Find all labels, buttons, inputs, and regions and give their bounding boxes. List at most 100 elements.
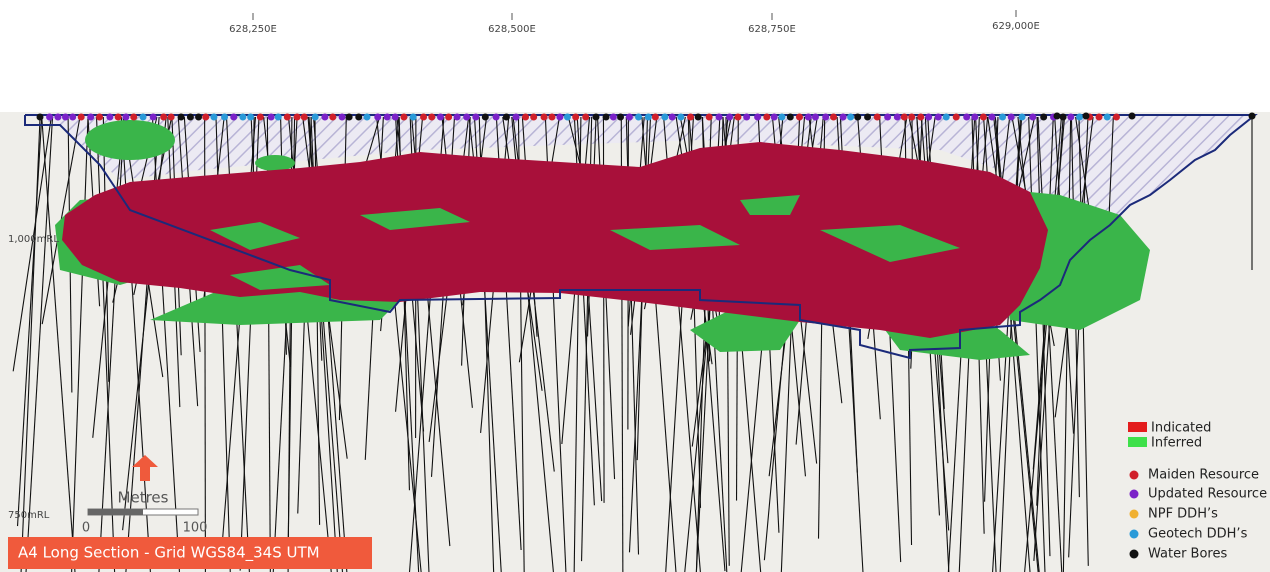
collar: [1095, 113, 1103, 121]
collar: [572, 113, 580, 121]
collar: [847, 113, 855, 121]
caption: A4 Long Section - Grid WGS84_34S UTM: [18, 544, 320, 563]
inferred-inlays: [210, 195, 960, 290]
collar: [556, 113, 564, 121]
collar: [1053, 112, 1061, 120]
collar: [247, 113, 255, 121]
collar: [428, 113, 436, 121]
collar: [804, 113, 812, 121]
scale-bar-fill: [88, 509, 143, 515]
collar: [114, 113, 122, 121]
collar: [884, 113, 892, 121]
collar: [795, 113, 803, 121]
collar: [87, 113, 95, 121]
collar: [1076, 113, 1084, 121]
collar: [942, 113, 950, 121]
legend-label: Indicated: [1151, 421, 1211, 436]
collar: [677, 113, 685, 121]
collar: [715, 113, 723, 121]
collar: [694, 113, 702, 121]
collar: [453, 113, 461, 121]
collar: [54, 113, 62, 121]
collar: [582, 113, 590, 121]
collar: [230, 113, 238, 121]
collar: [512, 113, 520, 121]
collar: [726, 113, 734, 121]
collar: [374, 113, 382, 121]
collar: [661, 113, 669, 121]
collar: [122, 113, 130, 121]
collar: [609, 113, 617, 121]
collar: [778, 113, 786, 121]
collar: [311, 113, 319, 121]
collar: [893, 113, 901, 121]
collar: [770, 113, 778, 121]
collar: [436, 113, 444, 121]
drillhole: [41, 116, 76, 572]
legend-dot: [1129, 489, 1139, 499]
collar: [988, 113, 996, 121]
legend-swatch: [1128, 437, 1147, 447]
collar: [338, 113, 346, 121]
inferred-block: [255, 155, 295, 171]
easting-label: 628,500E: [488, 24, 536, 35]
collar: [283, 113, 291, 121]
collar: [177, 113, 185, 121]
scale-label: 0: [82, 521, 90, 536]
collar: [293, 113, 301, 121]
legend-dot: [1129, 549, 1139, 559]
collar: [210, 113, 218, 121]
collar: [1103, 113, 1111, 121]
collar: [979, 113, 987, 121]
legend-dot: [1129, 529, 1139, 539]
collar: [160, 113, 168, 121]
legend-dot: [1129, 470, 1139, 480]
inferred-block: [85, 120, 175, 160]
legend-dot: [1129, 509, 1139, 519]
collar: [96, 113, 104, 121]
collar: [934, 113, 942, 121]
collar: [1018, 113, 1026, 121]
collar: [925, 113, 933, 121]
collar: [540, 113, 548, 121]
collar: [239, 113, 247, 121]
drillhole: [1024, 116, 1066, 572]
collar: [999, 113, 1007, 121]
collar: [46, 113, 54, 121]
collar: [668, 113, 676, 121]
caption-box: [8, 537, 372, 569]
collar: [186, 113, 194, 121]
collar: [256, 113, 264, 121]
drillhole: [16, 116, 43, 527]
legend-label: Inferred: [1151, 436, 1202, 451]
legend-label: NPF DDH’s: [1148, 507, 1218, 522]
drillhole: [71, 116, 89, 572]
collar: [355, 113, 363, 121]
collar: [734, 113, 742, 121]
drillhole: [25, 116, 54, 572]
easting-label: 628,750E: [748, 24, 796, 35]
collar: [445, 113, 453, 121]
collar: [522, 113, 530, 121]
collar: [363, 113, 371, 121]
collar: [409, 113, 417, 121]
collar: [864, 113, 872, 121]
collar: [36, 113, 44, 121]
easting-label: 629,000E: [992, 21, 1040, 32]
collar: [1059, 113, 1067, 121]
collar: [195, 113, 203, 121]
collar: [383, 113, 391, 121]
drillhole: [1078, 116, 1089, 566]
collar: [908, 113, 916, 121]
inferred-block: [610, 225, 740, 250]
collar: [321, 113, 329, 121]
drillhole: [1037, 116, 1063, 572]
collar: [743, 113, 751, 121]
easting-label: 628,250E: [229, 24, 277, 35]
collar: [651, 113, 659, 121]
collar: [563, 113, 571, 121]
collar: [786, 113, 794, 121]
legend-label: Updated Resource: [1148, 487, 1267, 502]
collar: [502, 113, 510, 121]
